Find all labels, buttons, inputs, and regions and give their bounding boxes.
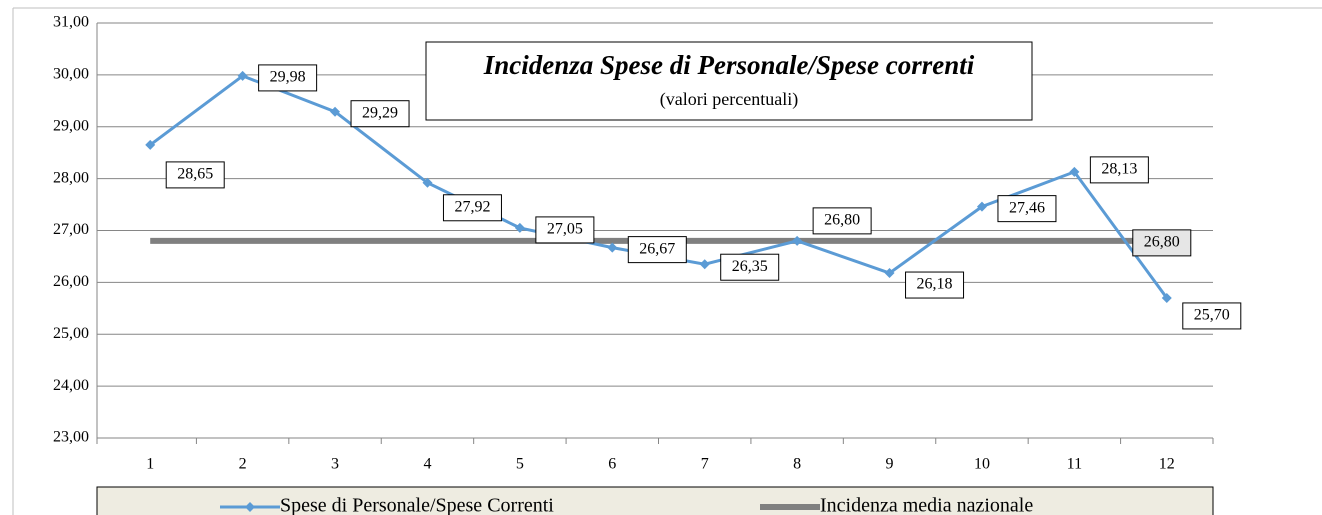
value-label: 26,18 xyxy=(917,276,953,293)
value-label: 29,98 xyxy=(270,69,306,86)
chart-subtitle: (valori percentuali) xyxy=(660,89,798,110)
value-label-box xyxy=(720,253,780,281)
x-tick-label: 5 xyxy=(516,456,524,473)
x-tick-label: 8 xyxy=(793,456,801,473)
value-label: 28,65 xyxy=(177,166,213,183)
legend-marker xyxy=(245,502,255,512)
y-tick-label: 30,00 xyxy=(53,66,89,83)
y-tick-label: 27,00 xyxy=(53,221,89,238)
value-label: 26,35 xyxy=(732,258,768,275)
point xyxy=(1161,292,1172,303)
point xyxy=(792,235,803,246)
x-tick-label: 2 xyxy=(239,456,247,473)
y-tick-label: 31,00 xyxy=(53,14,89,31)
value-label: 26,67 xyxy=(639,240,675,257)
value-label-box xyxy=(1132,229,1192,257)
value-label-box xyxy=(258,64,318,92)
value-label-box xyxy=(442,194,502,222)
value-label-box xyxy=(997,195,1057,223)
value-label-box xyxy=(1182,302,1242,330)
value-label: 29,29 xyxy=(362,104,398,121)
point xyxy=(884,268,895,279)
value-label-box xyxy=(165,161,225,189)
value-label-box xyxy=(1089,156,1149,184)
point xyxy=(237,70,248,81)
x-tick-label: 9 xyxy=(886,456,894,473)
title-box xyxy=(425,41,1033,121)
x-tick-label: 1 xyxy=(146,456,154,473)
y-tick-label: 28,00 xyxy=(53,169,89,186)
x-tick-label: 7 xyxy=(701,456,709,473)
value-label: 27,05 xyxy=(547,221,583,238)
legend-label: Spese di Personale/Spese Correnti xyxy=(280,495,554,515)
chart-title: Incidenza Spese di Personale/Spese corre… xyxy=(483,50,975,80)
value-label: 27,46 xyxy=(1009,199,1045,216)
y-tick-label: 25,00 xyxy=(53,325,89,342)
value-label: 28,13 xyxy=(1101,161,1137,178)
x-tick-label: 10 xyxy=(974,456,990,473)
y-tick-label: 26,00 xyxy=(53,273,89,290)
value-label: 27,92 xyxy=(454,198,490,215)
value-label-box xyxy=(905,271,965,299)
point xyxy=(1069,166,1080,177)
y-tick-label: 29,00 xyxy=(53,117,89,134)
point xyxy=(422,177,433,188)
point xyxy=(330,106,341,117)
value-label-box xyxy=(812,207,872,235)
value-label: 25,70 xyxy=(1194,307,1230,324)
point xyxy=(699,259,710,270)
point xyxy=(607,242,618,253)
value-label-box xyxy=(350,100,410,128)
point xyxy=(145,139,156,150)
value-label: 26,80 xyxy=(1144,234,1180,251)
y-tick-label: 23,00 xyxy=(53,429,89,446)
y-tick-label: 24,00 xyxy=(53,377,89,394)
legend-box xyxy=(96,486,1214,515)
point xyxy=(514,222,525,233)
value-label-box xyxy=(535,216,595,244)
x-tick-label: 11 xyxy=(1067,456,1082,473)
value-label-box xyxy=(627,236,687,264)
legend-label: Incidenza media nazionale xyxy=(820,495,1033,515)
x-tick-label: 4 xyxy=(423,456,431,473)
x-tick-label: 12 xyxy=(1159,456,1175,473)
x-tick-label: 6 xyxy=(608,456,616,473)
x-tick-label: 3 xyxy=(331,456,339,473)
value-label: 26,80 xyxy=(824,212,860,229)
point xyxy=(976,201,987,212)
